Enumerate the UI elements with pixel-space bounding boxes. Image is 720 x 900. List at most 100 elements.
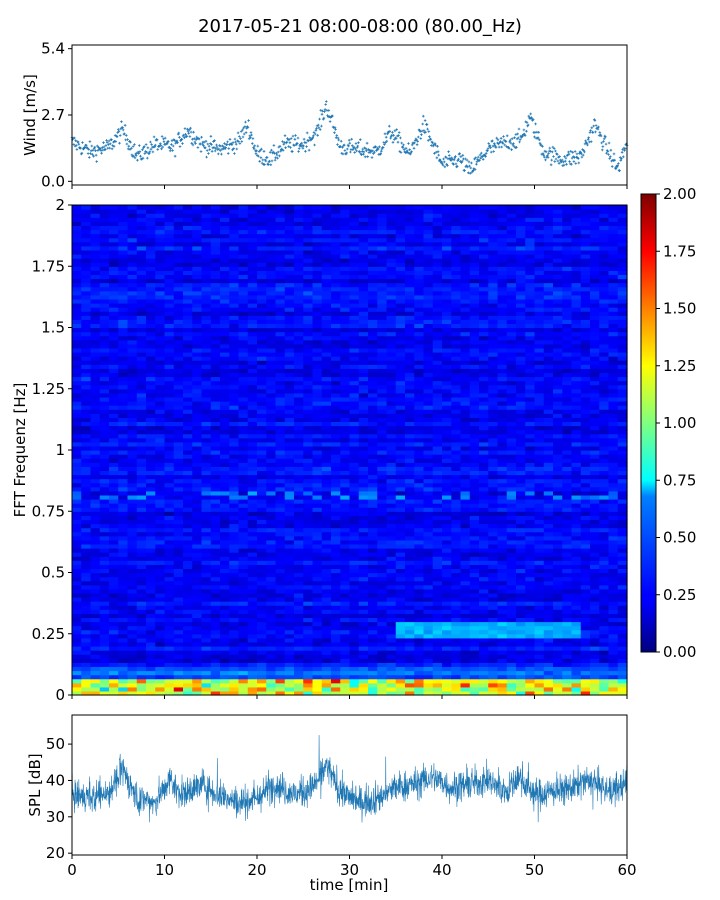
wind-point [324, 103, 327, 106]
wind-point [437, 153, 440, 157]
spectrogram-cell [469, 466, 480, 472]
wind-point [84, 144, 88, 147]
spectrogram-cell [395, 490, 406, 496]
spectrogram-cell [238, 564, 249, 570]
spectrogram-cell [368, 474, 378, 480]
spectrogram-cell [590, 499, 600, 504]
spectrogram-cell [469, 482, 480, 488]
spectrogram-cell [349, 650, 360, 655]
spectrogram-cell [294, 686, 304, 692]
spectrogram-cell [210, 462, 221, 467]
spectrogram-cell [571, 458, 582, 463]
spectrogram-cell [210, 576, 221, 582]
spectrogram-cell [229, 572, 240, 578]
spectrogram-cell [303, 470, 314, 476]
wind-point [436, 145, 439, 148]
spectrogram-cell [72, 592, 82, 598]
spectrogram-cell [146, 564, 156, 570]
spectrogram-cell [497, 601, 508, 606]
spectrogram-cell [571, 552, 582, 557]
spectrogram-cell [451, 613, 462, 619]
spectrogram-cell [432, 601, 443, 606]
spectrogram-cell [229, 531, 240, 537]
spectrogram-cell [349, 597, 360, 602]
spectrogram-cell [442, 572, 452, 578]
spectrogram-cell [118, 588, 129, 594]
spectrogram-cell [340, 494, 351, 500]
spectrogram-cell [608, 511, 619, 516]
spectrogram-cell [571, 564, 582, 570]
wind-point [254, 152, 258, 155]
spectrogram-cell [303, 584, 314, 590]
spectrogram-cell [405, 609, 415, 614]
spectrogram-cell [220, 609, 230, 614]
spectrogram-cell [118, 584, 129, 590]
spectrogram-cell [451, 650, 462, 655]
wind-point [381, 146, 385, 149]
spectrogram-cell [506, 523, 517, 529]
spectrogram-cell [358, 572, 369, 578]
spectrogram-cell [543, 686, 554, 692]
spectrogram-cell [331, 662, 341, 668]
wind-point [238, 142, 242, 145]
spectrogram-cell [331, 519, 341, 525]
wind-point [517, 127, 521, 131]
spectrogram-cell [432, 662, 443, 668]
spectrogram-cell [72, 445, 82, 451]
spectrogram-cell [81, 527, 92, 533]
spectrogram-cell [488, 486, 499, 492]
wind-point [562, 163, 566, 167]
spectrogram-cell [164, 458, 175, 463]
spectrogram-cell [553, 425, 563, 431]
spectrogram-cell [469, 445, 480, 451]
spectrogram-cell [136, 531, 147, 537]
spectrogram-cell [349, 654, 360, 659]
spectrogram-cell [451, 482, 462, 488]
spectrogram-cell [340, 458, 351, 463]
wind-point [379, 152, 382, 155]
spectrogram-cell [571, 441, 582, 447]
spectrogram-cell [525, 682, 536, 688]
spectrogram-cell [331, 499, 341, 504]
spectrogram-cell [414, 437, 425, 443]
spectrogram-cell [99, 625, 110, 631]
spectrogram-cell [164, 580, 175, 586]
spectrogram-cell [608, 445, 619, 451]
spectrogram-cell [72, 597, 82, 602]
spectrogram-cell [229, 552, 240, 557]
spectrogram-cell [81, 519, 92, 525]
spectrogram-cell [229, 658, 240, 663]
wind-point [576, 157, 580, 160]
spectrogram-cell [377, 425, 388, 431]
spectrogram-cell [525, 597, 536, 602]
spectrogram-cell [386, 527, 397, 533]
spectrogram-cell [608, 507, 619, 512]
wind-point [371, 149, 374, 153]
spectrogram-cell [238, 641, 249, 647]
wind-point [218, 149, 222, 152]
spectrogram-cell [127, 470, 138, 476]
spectrogram-cell [386, 674, 397, 680]
spectrogram-cell [164, 539, 175, 545]
spectrogram-cell [109, 499, 119, 504]
wind-point [458, 152, 461, 155]
spectrogram-cell [562, 445, 573, 451]
wind-point [399, 136, 402, 140]
spectrogram-cell [247, 560, 258, 565]
spectrogram-cell [321, 421, 332, 427]
spectrogram-cell [312, 560, 323, 565]
spectrogram-cell [599, 629, 610, 635]
spectrogram-cell [516, 421, 526, 427]
spectrogram-cell [183, 499, 193, 504]
spectrogram-cell [183, 646, 193, 651]
wind-point [517, 136, 520, 140]
spectrogram-cell [516, 686, 526, 692]
spectrogram-cell [275, 662, 286, 668]
spectrogram-cell [442, 576, 452, 582]
wind-point [328, 120, 332, 123]
spectrogram-cell [99, 605, 110, 610]
spectrogram-cell [238, 629, 249, 635]
spectrogram-cell [617, 482, 628, 488]
spectrogram-cell [238, 531, 249, 537]
spectrogram-cell [99, 437, 110, 443]
